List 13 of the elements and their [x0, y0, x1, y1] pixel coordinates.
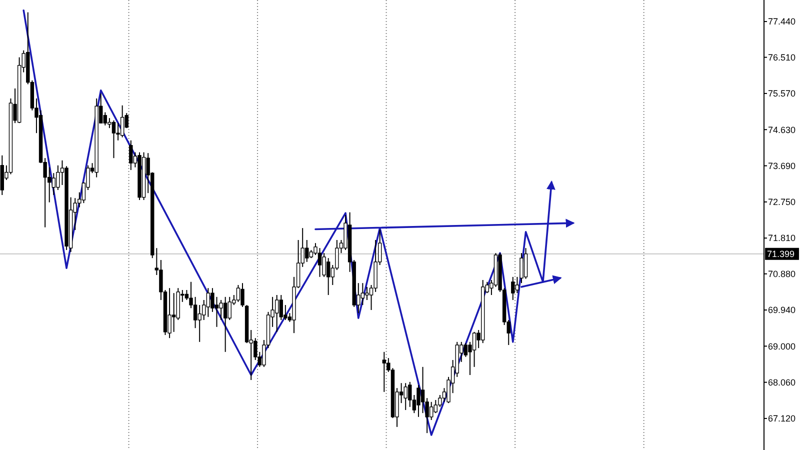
- y-tick-label: 74.630: [768, 124, 796, 135]
- y-tick-label: 70.880: [768, 268, 796, 279]
- y-tick-label: 77.440: [768, 16, 796, 27]
- y-tick-label: 69.000: [768, 341, 796, 352]
- y-tick-label: 76.510: [768, 52, 796, 62]
- y-tick-label: 67.120: [768, 414, 796, 424]
- y-tick-label: 68.060: [768, 377, 796, 388]
- y-tick-label: 73.690: [768, 160, 796, 171]
- y-tick-label: 72.750: [768, 197, 796, 208]
- ref-line-label: 71.399: [767, 249, 795, 260]
- y-tick-label: 69.940: [768, 305, 796, 316]
- y-tick-label: 75.570: [768, 88, 796, 99]
- y-tick-label: 71.810: [768, 233, 796, 244]
